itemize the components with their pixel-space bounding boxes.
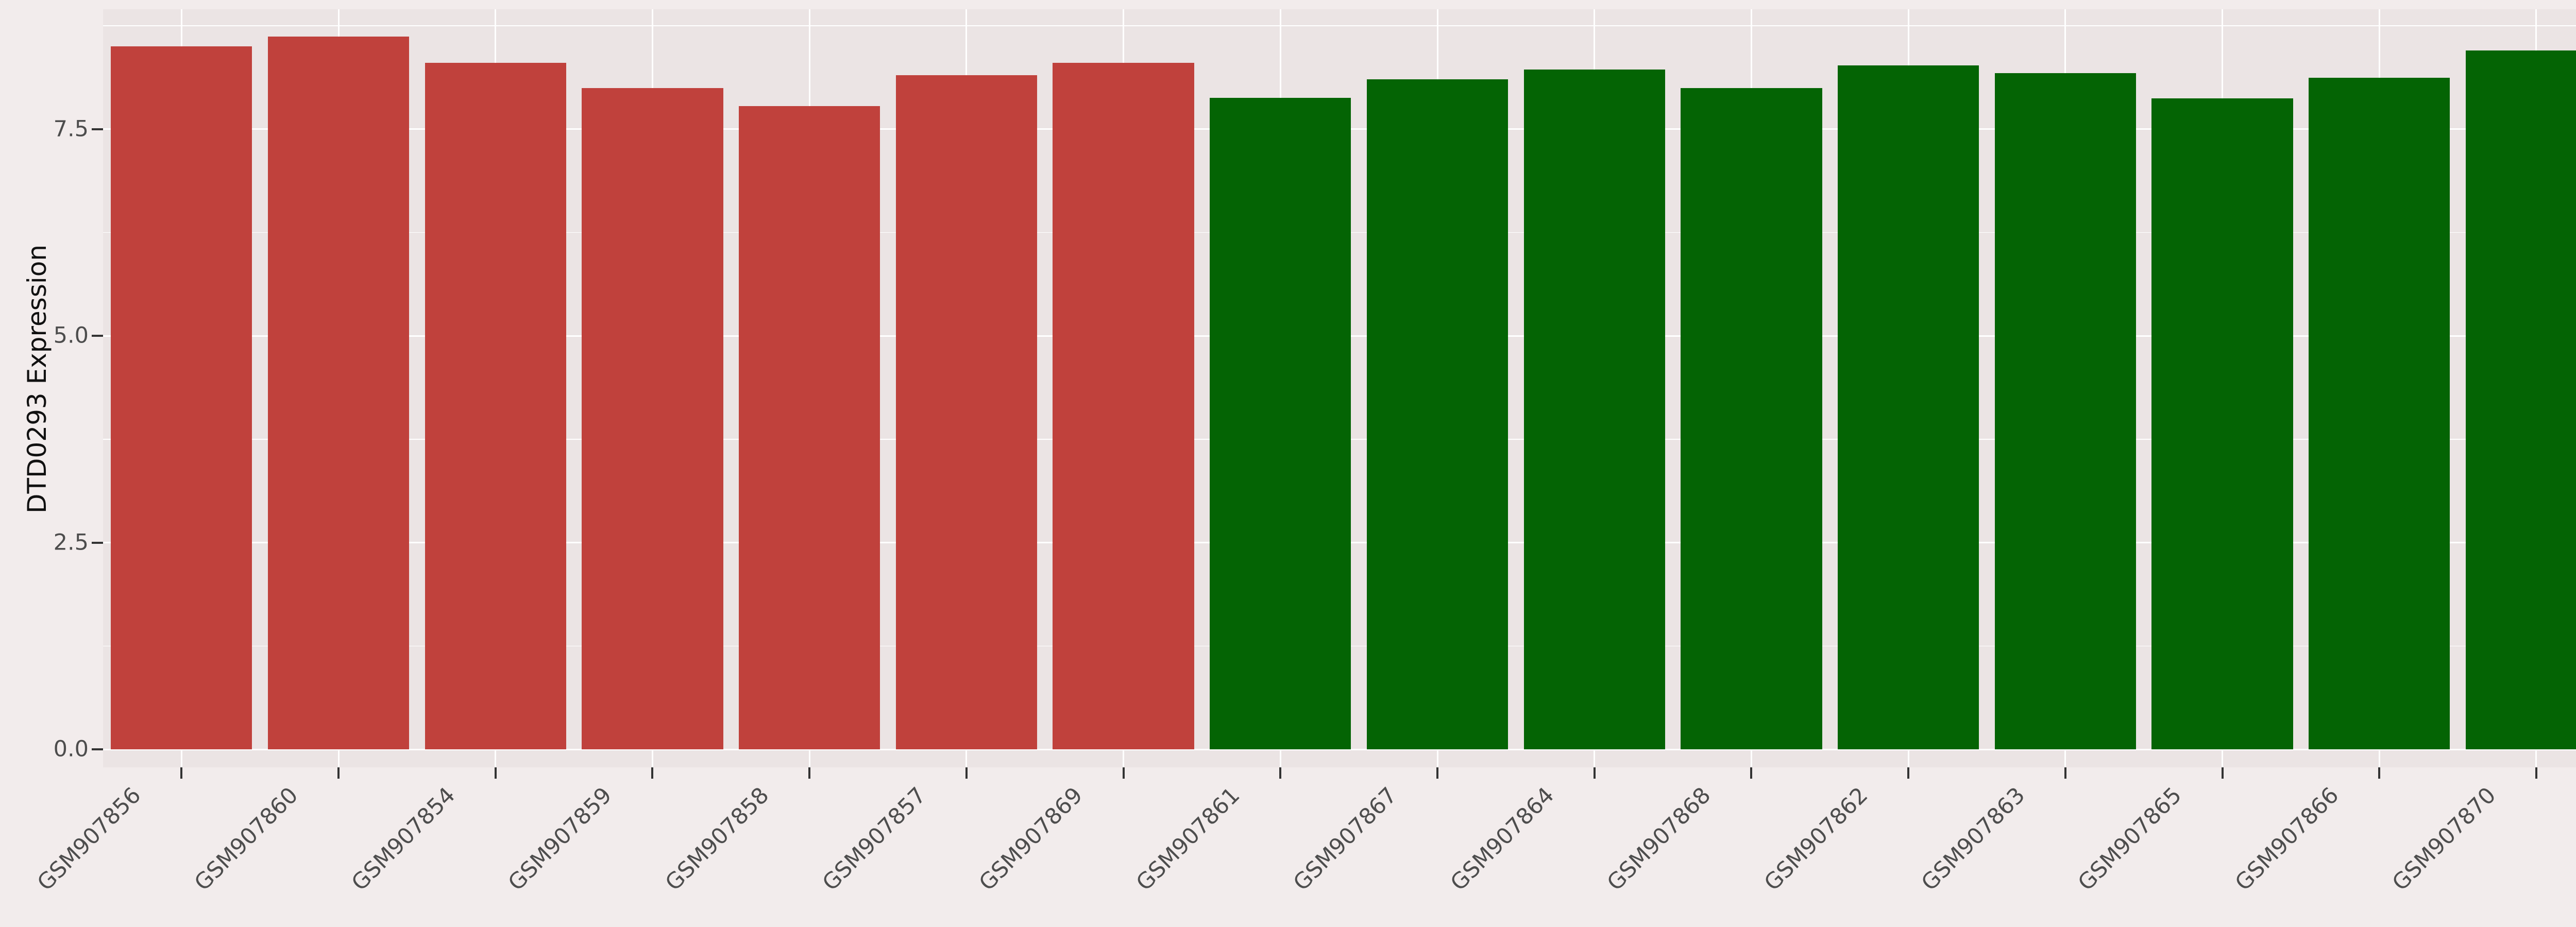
bar-GSM907858: [895, 75, 1037, 749]
x-tick-label: GSM907861: [1131, 782, 1245, 896]
x-tick-label: GSM907866: [2230, 782, 2344, 896]
x-tick-mark: [1750, 767, 1753, 779]
bar-GSM907866: [2465, 50, 2576, 749]
bar-GSM907863: [2151, 98, 2293, 749]
x-tick-mark: [180, 767, 183, 779]
bar-GSM907868: [1838, 65, 1979, 749]
y-axis-title: DTD0293 Expression: [22, 244, 52, 514]
y-tick-label: 7.5: [53, 116, 89, 142]
y-tick-mark: [92, 748, 103, 750]
x-tick-mark: [2535, 767, 2537, 779]
bar-GSM907854: [582, 88, 723, 749]
x-tick-label: GSM907858: [660, 782, 774, 896]
x-tick-mark: [808, 767, 811, 779]
x-tick-label: GSM907868: [1602, 782, 1716, 896]
x-tick-label: GSM907859: [503, 782, 617, 896]
x-tick-mark: [1907, 767, 1910, 779]
x-tick-mark: [651, 767, 654, 779]
x-tick-mark: [2064, 767, 2066, 779]
y-tick-mark: [92, 128, 103, 130]
bar-GSM907859: [739, 106, 880, 749]
gridline-major: [103, 748, 2576, 750]
x-tick-label: GSM907869: [974, 782, 1088, 896]
x-tick-label: GSM907870: [2387, 782, 2501, 896]
y-tick-label: 2.5: [53, 529, 89, 556]
x-tick-label: GSM907857: [817, 782, 931, 896]
x-tick-mark: [1593, 767, 1596, 779]
x-tick-mark: [1436, 767, 1438, 779]
x-tick-label: GSM907867: [1288, 782, 1402, 896]
x-tick-mark: [337, 767, 340, 779]
y-tick-mark: [92, 541, 103, 544]
gridline-minor: [103, 25, 2576, 26]
x-tick-label: GSM907862: [1759, 782, 1873, 896]
bar-GSM907856: [267, 36, 410, 749]
x-tick-mark: [965, 767, 968, 779]
bar-GSM907864: [1681, 88, 1822, 749]
bar-GSM907860: [425, 63, 566, 749]
x-tick-mark: [494, 767, 497, 779]
x-tick-label: GSM907854: [346, 782, 461, 896]
x-tick-mark: [2378, 767, 2381, 779]
x-tick-mark: [1279, 767, 1282, 779]
bar-GSM907855: [111, 46, 252, 749]
x-tick-label: GSM907856: [32, 782, 146, 896]
x-tick-label: GSM907865: [2073, 782, 2187, 896]
x-tick-mark: [1122, 767, 1125, 779]
x-tick-mark: [2221, 767, 2224, 779]
y-tick-label: 0.0: [53, 736, 89, 762]
bar-GSM907862: [1994, 73, 2136, 749]
bar-GSM907861: [1366, 79, 1509, 749]
bar-GSM907865: [2309, 78, 2450, 749]
x-tick-label: GSM907863: [1916, 782, 2030, 896]
y-tick-mark: [92, 335, 103, 337]
x-tick-label: GSM907864: [1445, 782, 1559, 896]
bar-GSM907867: [1523, 70, 1665, 749]
bar-GSM907857: [1053, 63, 1194, 749]
plot-panel: [103, 9, 2576, 767]
bar-GSM907869: [1210, 97, 1351, 749]
y-tick-label: 5.0: [53, 322, 89, 349]
x-tick-label: GSM907860: [189, 782, 303, 896]
